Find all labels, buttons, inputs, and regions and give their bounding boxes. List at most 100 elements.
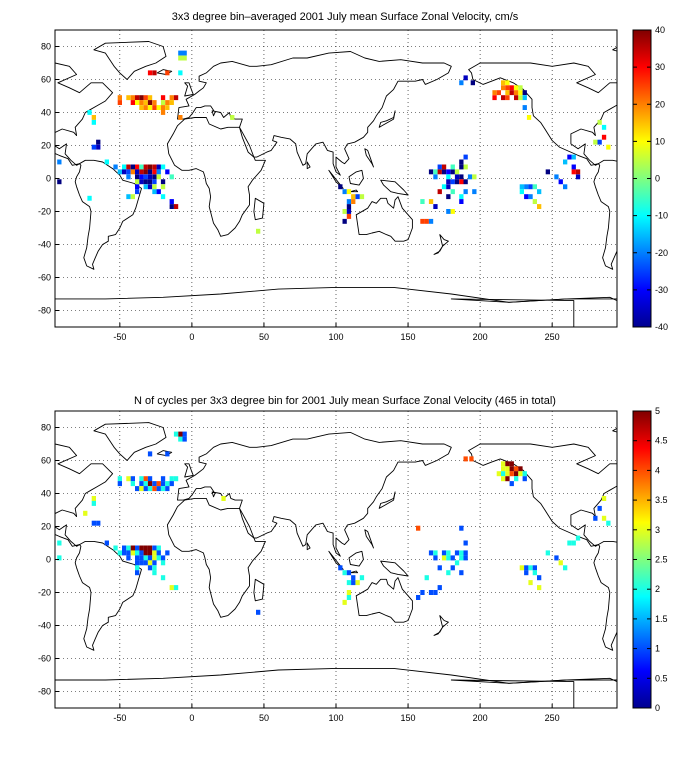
bin-cell xyxy=(160,179,166,185)
x-tick-label: -50 xyxy=(113,713,126,723)
bin-cell xyxy=(147,481,153,487)
bin-cell xyxy=(450,164,455,170)
bin-cell xyxy=(554,174,559,180)
bin-cell xyxy=(160,100,166,105)
bin-cell xyxy=(571,169,576,175)
bin-cell xyxy=(441,555,447,561)
bin-cell xyxy=(524,194,529,200)
bin-cell xyxy=(165,481,170,487)
bin-cell xyxy=(152,164,157,170)
colorbar-tick-label: 1 xyxy=(655,644,660,654)
bin-cell xyxy=(433,174,438,180)
bin-cell xyxy=(459,555,464,561)
bin-cell xyxy=(130,550,135,556)
grid-velocity xyxy=(55,30,617,327)
bin-cell xyxy=(143,555,148,561)
y-tick-label: 80 xyxy=(41,423,51,433)
bin-cell xyxy=(230,115,235,120)
bin-cell xyxy=(57,555,62,561)
bin-cell xyxy=(91,500,96,506)
bin-cell xyxy=(346,209,352,214)
bin-cell xyxy=(130,194,135,200)
bin-cell xyxy=(156,189,161,195)
bin-cell xyxy=(346,580,352,586)
bin-cell xyxy=(160,481,166,487)
coastline xyxy=(380,560,409,577)
bin-cell xyxy=(575,169,581,175)
bin-cell xyxy=(501,466,506,472)
bin-cell xyxy=(528,184,533,190)
coastline xyxy=(156,69,173,75)
bin-cell xyxy=(135,169,140,175)
bin-cell xyxy=(165,100,170,105)
bin-cell xyxy=(152,555,157,561)
bin-cell xyxy=(505,466,510,472)
bin-cell xyxy=(147,451,153,457)
x-tick-label: 50 xyxy=(259,332,269,342)
bin-cell xyxy=(537,575,542,581)
coastline xyxy=(348,550,364,567)
colorbar-tick-label: 0 xyxy=(655,703,660,713)
bin-cell xyxy=(117,550,122,556)
coastline xyxy=(177,431,452,557)
bin-cell xyxy=(152,184,157,190)
bin-cell xyxy=(173,431,179,437)
bin-cell xyxy=(139,100,144,105)
bin-cell xyxy=(420,590,425,595)
bin-cell xyxy=(156,105,161,110)
bin-cell xyxy=(182,50,187,56)
bin-cell xyxy=(601,496,607,501)
bin-cell xyxy=(514,476,519,482)
bin-cell xyxy=(169,476,174,482)
coastline xyxy=(55,286,617,327)
bin-cell xyxy=(537,585,542,591)
bin-cell xyxy=(96,139,101,145)
bin-cell xyxy=(160,184,166,190)
bin-cell xyxy=(143,486,148,492)
bin-cell xyxy=(519,184,524,190)
bin-cell xyxy=(428,218,434,224)
bin-cell xyxy=(117,169,122,175)
bin-cell xyxy=(122,545,127,551)
y-tick-label: -40 xyxy=(38,240,51,250)
bin-cell xyxy=(593,515,598,521)
bin-cell xyxy=(139,550,144,556)
y-ticks-velocity: 80 60 40 20 0 -20 -40 -60 -80 xyxy=(38,42,59,316)
bin-cell xyxy=(143,174,148,180)
bin-cell xyxy=(346,595,352,600)
bin-cell xyxy=(126,164,131,170)
bin-cell xyxy=(342,599,347,605)
bin-cell xyxy=(139,164,144,170)
bin-cell xyxy=(459,174,464,180)
bin-cell xyxy=(152,70,157,76)
bin-cell xyxy=(113,164,118,170)
bin-cell xyxy=(509,471,514,477)
bin-cell xyxy=(152,100,157,105)
bin-cell xyxy=(545,169,550,175)
bin-cell xyxy=(338,184,343,190)
bin-cell xyxy=(472,174,477,180)
bin-cell xyxy=(156,550,161,556)
bin-cell xyxy=(173,95,179,101)
bin-cell xyxy=(518,471,523,477)
bin-cell xyxy=(117,481,122,487)
bin-cell xyxy=(459,199,464,204)
bin-cell xyxy=(130,481,135,487)
bin-cell xyxy=(446,194,451,200)
bin-cell xyxy=(454,169,460,175)
bin-cell xyxy=(139,169,144,175)
bin-cell xyxy=(518,90,523,96)
bin-cell xyxy=(446,169,451,175)
bin-cell xyxy=(122,164,127,170)
bin-cell xyxy=(152,179,157,185)
bin-cell xyxy=(256,609,261,615)
bin-cell xyxy=(135,565,140,571)
coastline xyxy=(433,245,444,255)
bin-cell xyxy=(463,164,468,170)
bin-cell xyxy=(437,189,442,195)
bin-cell xyxy=(165,70,170,76)
y-tick-label: 20 xyxy=(41,522,51,532)
bin-cell xyxy=(135,486,140,492)
bin-cell xyxy=(528,194,533,200)
